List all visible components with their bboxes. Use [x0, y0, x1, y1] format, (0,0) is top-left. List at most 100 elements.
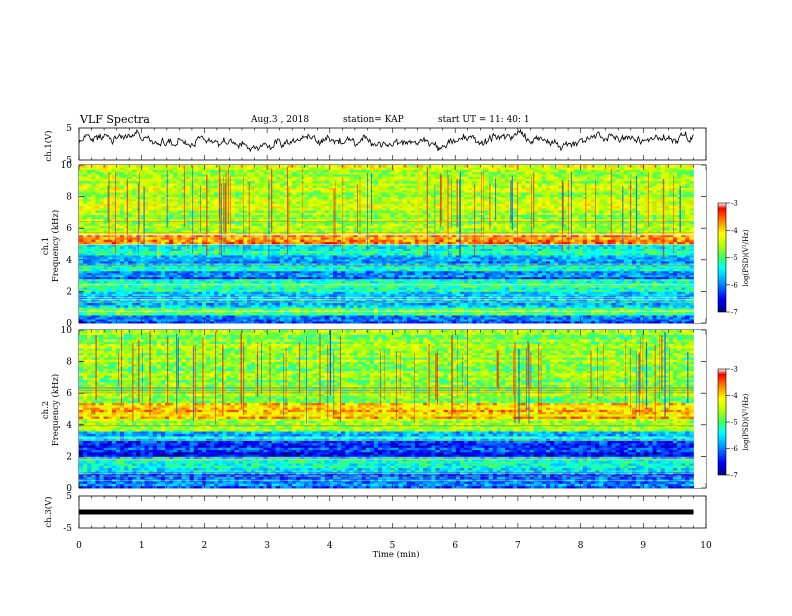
ch1-spectrogram-cell — [226, 270, 231, 274]
ch1-spectrogram-cell — [533, 264, 539, 268]
ch1-spectrogram-cell — [640, 321, 645, 324]
ch1-spectrogram-cell — [525, 291, 531, 295]
ch1-spectrogram-cell — [279, 264, 285, 268]
ch1-spectrogram-cell — [337, 302, 342, 306]
ch1-spectrogram-cell — [304, 287, 309, 290]
ch1-spectrogram-cell — [83, 276, 88, 280]
ch1-spectrogram-cell — [103, 262, 109, 266]
ch1-spectrogram-cell — [615, 315, 621, 318]
ch1-spectrogram-cell — [459, 262, 465, 266]
ch1-spectrogram-cell — [267, 307, 272, 310]
ch1-spectrogram-cell — [586, 319, 592, 322]
ch1-spectrogram-cell — [197, 321, 203, 324]
ch1-spectrogram-cell — [193, 268, 199, 272]
ch1-spectrogram-cell — [226, 262, 231, 266]
ch1-spectrogram-cell — [513, 307, 518, 310]
ch1-spectrogram-cell — [177, 291, 182, 295]
ch1-spectrogram-cell — [627, 278, 633, 282]
ch1-spectrogram-cell — [267, 262, 272, 266]
ch1-spectrogram-cell — [193, 307, 199, 310]
ch1-spectrogram-cell — [226, 266, 231, 270]
ch1-spectrogram-cell — [292, 302, 297, 306]
ch1-spectrogram-cell — [251, 260, 256, 264]
ch1-spectrogram-cell — [423, 319, 428, 322]
ch1-spectrogram-cell — [201, 262, 207, 266]
ch1-spectrogram-cell — [316, 317, 322, 320]
ch1-spectrogram-cell — [345, 309, 350, 312]
ch1-spectrogram-cell — [615, 264, 621, 268]
ch1-spectrogram-cell — [193, 274, 199, 278]
ch1-spectrogram-cell — [83, 291, 88, 295]
ch1-spectrogram-cell — [455, 264, 461, 268]
ch1-spectrogram-cell — [177, 274, 182, 278]
ch1-spectrogram-cell — [226, 289, 231, 292]
ch1-spectrogram-cell — [423, 270, 428, 274]
ch1-spectrogram-cell — [181, 264, 186, 268]
ch1-spectrogram-cell — [419, 304, 424, 308]
ch1-spectrogram-cell — [529, 278, 535, 282]
ch1-spectrogram-cell — [316, 270, 322, 274]
ch1-spectrogram-cell — [574, 304, 580, 308]
ch1-spectrogram-cell — [517, 268, 522, 272]
ch1-spectrogram-cell — [132, 278, 137, 282]
ch1-spectrogram-cell — [337, 293, 342, 297]
ch1-spectrogram-cell — [300, 264, 305, 268]
ch1-spectrogram-cell — [627, 319, 633, 322]
ch1-spectrogram-cell — [636, 280, 641, 284]
ch1-spectrogram-cell — [226, 321, 231, 324]
ch1-spectrogram-cell — [361, 304, 367, 308]
ch1-spectrogram-cell — [119, 264, 125, 268]
ch1-spectrogram-cell — [521, 260, 526, 264]
ch1-spectrogram-cell — [222, 309, 227, 312]
ch1-spectrogram-cell — [599, 307, 604, 310]
ch1-spectrogram-cell — [398, 302, 404, 306]
ch1-spectrogram-cell — [103, 304, 109, 308]
ch1-spectrogram-cell — [615, 262, 621, 266]
ch1-spectrogram-cell — [341, 321, 346, 324]
ch1-spectrogram-cell — [623, 270, 629, 274]
ch1-spectrogram-cell — [378, 276, 383, 280]
ch1-spectrogram-cell — [496, 262, 502, 266]
ch1-spectrogram-cell — [455, 319, 461, 322]
ch1-spectrogram-cell — [312, 304, 317, 308]
ch1-spectrogram-cell — [353, 262, 358, 266]
ch1-spectrogram-cell — [242, 317, 248, 320]
ch1-spectrogram-cell — [619, 321, 625, 324]
ch1-spectrogram-cell — [353, 264, 358, 268]
ch1-spectrogram-cell — [419, 270, 424, 274]
ch1-spectrogram-cell — [398, 291, 404, 295]
ch1-spectrogram-cell — [124, 289, 129, 292]
ch1-spectrogram-cell — [611, 280, 617, 284]
ch1-spectrogram-cell — [615, 266, 621, 270]
ch1-spectrogram-cell — [218, 262, 223, 266]
ch1-spectrogram-cell — [148, 311, 154, 314]
ch1-spectrogram-cell — [607, 276, 612, 280]
ch1-spectrogram-cell — [599, 285, 604, 288]
ch1-spectrogram-cell — [521, 293, 526, 297]
ch1-spectrogram-cell — [103, 307, 109, 310]
ch1-spectrogram-cell — [132, 311, 137, 314]
ch1-spectrogram-cell — [545, 274, 551, 278]
ch1-spectrogram-cell — [431, 321, 436, 324]
ch1-spectrogram-cell — [177, 285, 182, 288]
ch1-spectrogram-cell — [173, 304, 178, 308]
ch1-spectrogram-cell — [304, 311, 309, 314]
ch1-spectrogram-cell — [365, 272, 371, 276]
ch1-spectrogram-cell — [423, 304, 428, 308]
ch1-spectrogram-cell — [91, 309, 96, 312]
ch1-spectrogram-cell — [668, 266, 674, 270]
ch1-spectrogram-cell — [541, 272, 547, 276]
ch1-spectrogram-cell — [255, 321, 260, 324]
ch1-spectrogram-cell — [476, 321, 481, 324]
ch1-spectrogram-cell — [574, 302, 580, 306]
ch1-spectrogram-cell — [95, 319, 100, 322]
ch1-spectrogram-cell — [357, 278, 363, 282]
ch1-spectrogram-cell — [435, 266, 440, 270]
ch1-spectrogram-cell — [419, 272, 424, 276]
ch1-spectrogram-cell — [345, 313, 350, 316]
ch1-spectrogram-cell — [341, 266, 346, 270]
ch1-spectrogram-cell — [640, 302, 645, 306]
ch1-spectrogram-cell — [578, 278, 584, 282]
ch1-spectrogram-cell — [423, 311, 428, 314]
ch1-spectrogram-cell — [173, 260, 178, 264]
